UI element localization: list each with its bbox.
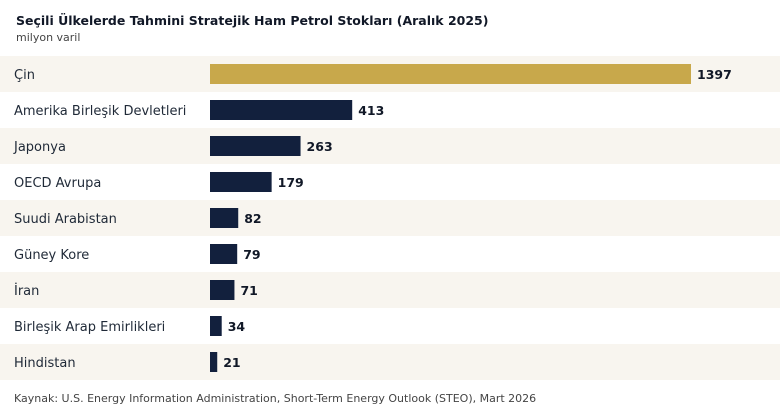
row-background bbox=[0, 344, 780, 380]
chart-row: Amerika Birleşik Devletleri 413 bbox=[0, 92, 780, 128]
chart-row: Japonya 263 bbox=[0, 128, 780, 164]
value-label: 413 bbox=[358, 103, 384, 118]
chart-row: Suudi Arabistan 82 bbox=[0, 200, 780, 236]
category-label: Hindistan bbox=[14, 356, 76, 371]
category-label: OECD Avrupa bbox=[14, 176, 101, 191]
category-label: Güney Kore bbox=[14, 248, 89, 263]
value-label: 79 bbox=[243, 247, 260, 262]
chart-row: İran 71 bbox=[0, 272, 780, 308]
bar bbox=[210, 64, 691, 84]
bar bbox=[210, 244, 238, 264]
category-label: Amerika Birleşik Devletleri bbox=[14, 104, 186, 119]
row-background bbox=[0, 200, 780, 236]
bar bbox=[210, 316, 222, 336]
value-label: 263 bbox=[307, 139, 333, 154]
category-label: Suudi Arabistan bbox=[14, 212, 117, 227]
category-label: Japonya bbox=[13, 140, 66, 155]
chart-row: Çin 1397 bbox=[0, 56, 780, 92]
bar-chart: Çin 1397 Amerika Birleşik Devletleri 413 Jap… bbox=[0, 56, 780, 380]
value-label: 21 bbox=[223, 355, 240, 370]
row-background bbox=[0, 164, 780, 200]
chart-row: OECD Avrupa 179 bbox=[0, 164, 780, 200]
chart-title: Seçili Ülkelerde Tahmini Stratejik Ham P… bbox=[16, 13, 489, 28]
chart-row: Hindistan 21 bbox=[0, 344, 780, 380]
source-note: Kaynak: U.S. Energy Information Administ… bbox=[14, 392, 537, 405]
value-label: 179 bbox=[278, 175, 304, 190]
category-label: Çin bbox=[14, 68, 35, 83]
chart-row: Birleşik Arap Emirlikleri 34 bbox=[0, 308, 780, 344]
bar bbox=[210, 280, 235, 300]
bar bbox=[210, 172, 272, 192]
category-label: Birleşik Arap Emirlikleri bbox=[14, 320, 165, 335]
bar bbox=[210, 136, 301, 156]
row-background bbox=[0, 92, 780, 128]
bar bbox=[210, 100, 353, 120]
row-background bbox=[0, 272, 780, 308]
row-background bbox=[0, 128, 780, 164]
bar bbox=[210, 208, 239, 228]
value-label: 34 bbox=[228, 319, 246, 334]
row-background bbox=[0, 236, 780, 272]
chart-row: Güney Kore 79 bbox=[0, 236, 780, 272]
bar bbox=[210, 352, 218, 372]
category-label: İran bbox=[14, 283, 39, 299]
value-label: 1397 bbox=[697, 67, 732, 82]
value-label: 82 bbox=[244, 211, 261, 226]
chart-subtitle: milyon varil bbox=[16, 31, 81, 44]
row-background bbox=[0, 308, 780, 344]
value-label: 71 bbox=[240, 283, 257, 298]
